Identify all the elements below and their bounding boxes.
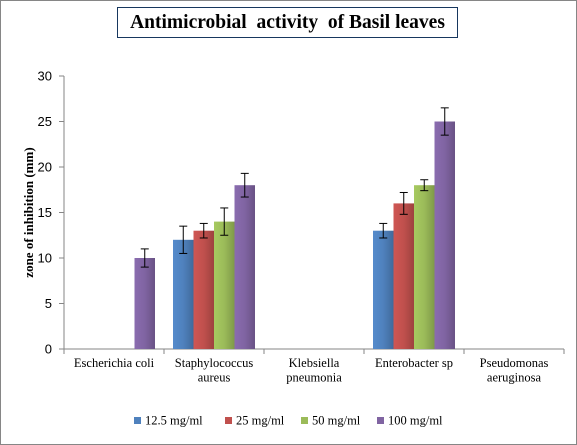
y-tick-label: 20 <box>38 160 52 175</box>
bar <box>414 185 435 349</box>
axes: 0 5 10 15 20 25 30 <box>38 69 565 357</box>
y-tick-label: 10 <box>38 251 52 266</box>
legend-swatch <box>377 417 384 424</box>
bar <box>393 203 414 349</box>
bar <box>173 239 194 349</box>
category-label: Staphylococcus <box>175 356 254 370</box>
bar <box>193 230 214 349</box>
legend-swatch <box>301 417 308 424</box>
legend-swatch <box>225 417 232 424</box>
category-label: Klebsiella <box>289 356 340 370</box>
legend-label: 12.5 mg/ml <box>145 414 203 428</box>
bar <box>434 121 455 349</box>
y-tick-label: 30 <box>38 69 52 84</box>
legend-label: 25 mg/ml <box>236 414 285 428</box>
bar <box>214 221 235 349</box>
category-label: aureus <box>198 371 231 385</box>
category-label: aeruginosa <box>487 371 542 385</box>
bar <box>373 230 394 349</box>
y-tick-label: 25 <box>38 114 52 129</box>
bar <box>234 185 255 349</box>
category-label: pneumonia <box>286 371 342 385</box>
y-axis-title: zone of inhibition (mm) <box>21 147 36 277</box>
legend-label: 50 mg/ml <box>312 414 361 428</box>
legend: 12.5 mg/ml 25 mg/ml 50 mg/ml 100 mg/ml <box>134 414 443 428</box>
legend-swatch <box>134 417 141 424</box>
bars <box>134 107 455 349</box>
bar <box>134 258 155 349</box>
legend-label: 100 mg/ml <box>388 414 443 428</box>
y-tick-label: 0 <box>45 342 52 357</box>
category-label: Pseudomonas <box>480 356 549 370</box>
chart-title: Antimicrobial activity of Basil leaves <box>117 7 458 38</box>
category-label: Enterobacter sp <box>375 356 453 370</box>
category-label: Escherichia coli <box>74 356 155 370</box>
y-tick-label: 5 <box>45 296 52 311</box>
y-tick-label: 15 <box>38 205 52 220</box>
